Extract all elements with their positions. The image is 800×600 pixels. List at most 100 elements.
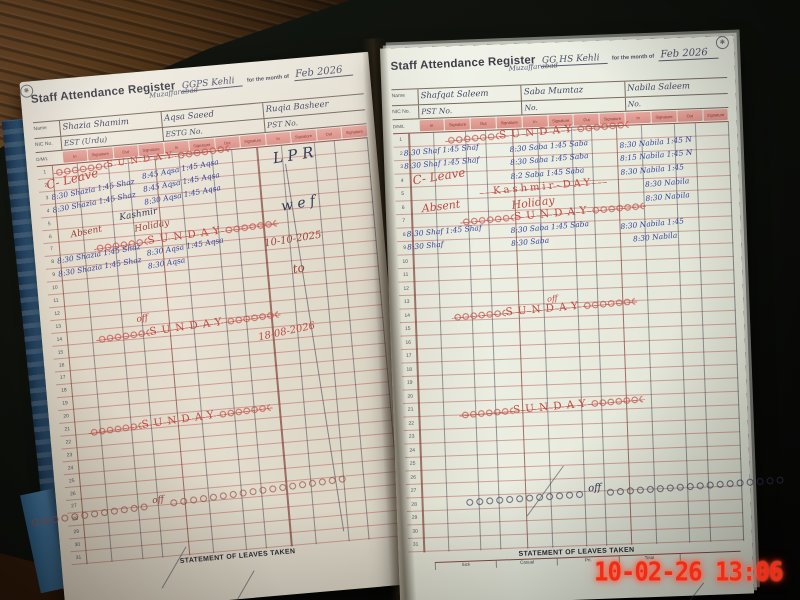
- row-number: 12: [54, 310, 61, 317]
- row-number: 16: [58, 361, 65, 369]
- handwritten-entry: 8:30 Nabila 1:45 N: [619, 134, 693, 150]
- row-number: 24: [67, 464, 74, 472]
- handwritten-entry: L P R: [271, 143, 315, 168]
- handwritten-entry: 8:15 Nabila 1:45 N: [619, 147, 693, 163]
- row-number: 26: [69, 490, 76, 497]
- right-page: ✱ Staff Attendance Register GG HS Kehli …: [379, 35, 755, 600]
- column-header-cell: In: [62, 149, 88, 163]
- row-number: 4: [400, 177, 404, 184]
- pen-stroke: [161, 546, 187, 589]
- row-number: 19: [61, 400, 69, 407]
- row-number: 25: [409, 460, 416, 467]
- attendance-grid: 1 2 3 4 5 6 7 8 9 10 11 12 13 14 15 16 17 18 19 20 21 22 23 24 2…: [393, 118, 745, 600]
- handwritten-entry: Absent: [420, 197, 461, 215]
- row-number: 7: [402, 217, 406, 224]
- handwritten-entry: 8:30 Nabila 1:45: [620, 161, 685, 177]
- row-number: 22: [65, 439, 72, 446]
- row-number: 23: [408, 433, 415, 440]
- row-number: 25: [68, 477, 75, 485]
- grid-line: [674, 123, 691, 543]
- row-number: 10: [402, 258, 409, 265]
- column-header-cell: Out: [677, 109, 703, 122]
- nic-label: NIC No.: [34, 140, 53, 149]
- handwritten-entry: off: [135, 312, 149, 325]
- row-number: 21: [64, 426, 71, 433]
- month-of-label: for the month of: [611, 53, 655, 62]
- row-number: 31: [75, 554, 82, 562]
- row-number: 12: [403, 285, 410, 292]
- handwritten-entry: 8:30 Nabila: [644, 176, 690, 190]
- row-number: 15: [57, 349, 64, 356]
- name-label: Name: [391, 92, 406, 100]
- column-header-cell: Signature: [444, 118, 471, 131]
- row-number: 21: [407, 406, 414, 413]
- handwritten-entry: 8:30 Shaf 1:45 Shaf: [406, 222, 483, 239]
- row-number: 16: [405, 339, 412, 346]
- handwritten-entry: 8:30 Saba 1:45 Saba: [509, 137, 589, 154]
- row-number: 7: [49, 246, 54, 253]
- row-number: 13: [403, 298, 410, 305]
- column-header-cell: Signature: [496, 116, 522, 129]
- handwritten-entry: 8:30 Saba 1:45 Saba: [509, 151, 589, 167]
- column-header-cell: Out: [470, 117, 496, 130]
- row-number: 18: [406, 366, 413, 373]
- row-number: 30: [412, 528, 419, 535]
- row-number: 5: [47, 220, 51, 227]
- camera-timestamp: 10-02-26 13:06: [594, 556, 783, 588]
- row-number: 20: [63, 413, 70, 420]
- row-number: 30: [74, 541, 81, 549]
- row-number: 29: [73, 528, 80, 536]
- row-number: 17: [405, 352, 412, 359]
- column-header-cell: Signature: [290, 129, 317, 143]
- column-header-cell: In: [265, 131, 291, 145]
- row-number: 18: [60, 387, 67, 395]
- row-number: 5: [401, 190, 405, 197]
- row-number: 1: [399, 136, 403, 144]
- month-value-handwritten: Feb 2026: [292, 63, 354, 82]
- row-number: 11: [53, 297, 59, 305]
- handwritten-entry: 8:30 Nabila: [632, 230, 678, 244]
- grid-line: [570, 127, 587, 546]
- row-number: 27: [410, 487, 417, 494]
- row-number: 22: [408, 420, 415, 427]
- row-number: 28: [411, 501, 418, 508]
- attendance-grid: 1 2 3 4 5 6 7 8 9 10 11 12 13 14 15 16 17 18 19 20 21 22 23 24 2…: [36, 137, 403, 600]
- handwritten-entry: Absent: [69, 223, 103, 240]
- row-number: 14: [404, 312, 411, 319]
- grid-line: [694, 123, 711, 542]
- handwritten-entry: 8:30 Saba: [510, 235, 550, 248]
- row-number: 31: [412, 541, 419, 548]
- column-header-cell: Signature: [239, 134, 266, 148]
- row-number: 27: [70, 503, 78, 510]
- handwritten-entry: 18-08-2026: [257, 320, 317, 343]
- row-number: 13: [55, 323, 62, 330]
- row-number: 14: [56, 336, 63, 343]
- row-number: 20: [407, 393, 414, 400]
- left-page: ✱ Staff Attendance Register GGPS Kehli f…: [18, 51, 415, 600]
- leaves-col: Casual: [495, 558, 558, 568]
- handwritten-entry: 10-10-2025: [263, 229, 323, 250]
- row-number: 23: [66, 451, 73, 459]
- leaves-col: Sick: [434, 560, 497, 570]
- month-value-handwritten: Feb 2026: [658, 46, 719, 62]
- row-number: 26: [410, 474, 417, 481]
- column-header-cell: Signature: [341, 125, 367, 139]
- grid-line: [615, 126, 633, 545]
- row-number: 15: [404, 325, 411, 332]
- name-label: Name: [33, 125, 48, 133]
- row-number: 10: [51, 284, 58, 292]
- row-number: 6: [48, 233, 53, 240]
- handwritten-entry: to: [291, 260, 306, 277]
- handwritten-entry: 8:30 Shaf 1:45 Shaf: [403, 141, 480, 158]
- column-header-cell: Signature: [651, 110, 677, 123]
- dml-label: D/M/L: [392, 123, 405, 130]
- row-number: 19: [406, 379, 413, 386]
- nic-label: NIC No.: [392, 108, 411, 116]
- handwritten-entry: 8:30 Nabila 1:45: [620, 215, 685, 231]
- row-number: 6: [401, 204, 405, 211]
- column-header-cell: Out: [316, 127, 342, 141]
- column-header-cell: In: [419, 119, 445, 132]
- row-number: 29: [411, 514, 418, 521]
- handwritten-entry: 8:30 Aqsa: [147, 255, 186, 271]
